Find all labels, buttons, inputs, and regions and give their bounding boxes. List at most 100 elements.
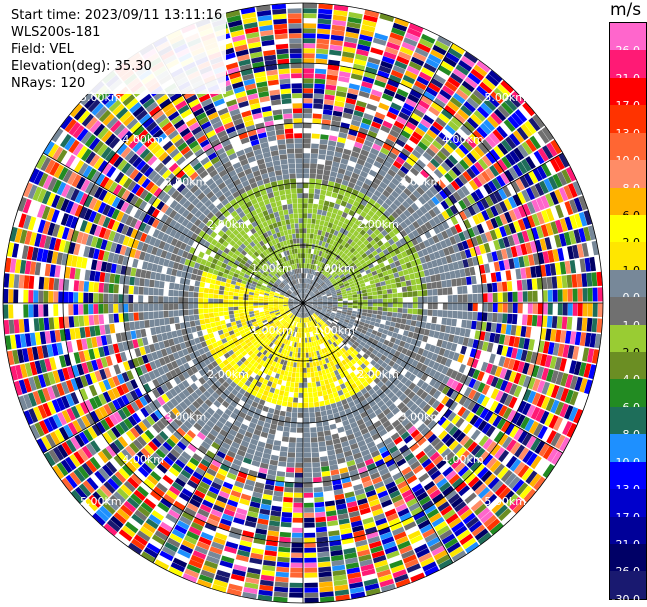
velocity-gate: [250, 552, 264, 560]
velocity-gate: [415, 397, 424, 406]
velocity-gate: [228, 531, 241, 540]
velocity-gate: [279, 308, 284, 311]
velocity-gate: [160, 417, 170, 427]
velocity-gate: [263, 303, 268, 306]
velocity-gate: [392, 298, 398, 303]
velocity-gate: [294, 311, 298, 316]
velocity-gate: [288, 366, 293, 372]
velocity-gate: [274, 485, 284, 492]
velocity-gate: [429, 410, 439, 420]
velocity-gate: [304, 532, 316, 538]
velocity-gate: [525, 350, 533, 363]
velocity-gate: [91, 336, 98, 348]
velocity-gate: [341, 347, 347, 354]
velocity-gate: [51, 399, 61, 413]
velocity-gate: [248, 325, 254, 331]
velocity-gate: [453, 132, 465, 144]
velocity-gate: [112, 399, 122, 411]
velocity-gate: [494, 504, 508, 518]
velocity-gate: [424, 462, 435, 472]
velocity-gate: [492, 292, 498, 302]
velocity-gate: [42, 402, 52, 417]
velocity-gate: [386, 41, 401, 51]
velocity-gate: [218, 384, 226, 392]
velocity-gate: [417, 334, 424, 341]
velocity-gate: [432, 362, 440, 371]
velocity-gate: [240, 493, 252, 501]
velocity-gate: [206, 328, 213, 334]
velocity-gate: [422, 403, 431, 413]
velocity-gate: [353, 530, 366, 538]
velocity-gate: [432, 455, 444, 466]
velocity-gate: [515, 414, 526, 427]
velocity-gate: [278, 546, 291, 553]
velocity-gate: [349, 515, 362, 523]
velocity-gate: [330, 171, 338, 178]
velocity-gate: [388, 445, 399, 454]
velocity-gate: [480, 470, 493, 483]
velocity-gate: [483, 242, 491, 253]
velocity-gate: [411, 131, 423, 141]
velocity-gate: [432, 225, 441, 235]
velocity-gate: [555, 219, 564, 234]
velocity-gate: [127, 415, 138, 427]
velocity-gate: [245, 577, 260, 585]
velocity-gate: [304, 552, 317, 558]
velocity-gate: [582, 347, 590, 362]
velocity-gate: [329, 325, 334, 330]
velocity-gate: [416, 217, 424, 227]
velocity-gate: [263, 422, 271, 429]
velocity-gate: [357, 498, 368, 506]
velocity-gate: [263, 448, 272, 455]
velocity-gate: [433, 266, 440, 275]
velocity-gate: [125, 521, 139, 534]
velocity-gate: [244, 431, 253, 439]
velocity-gate: [458, 210, 468, 221]
velocity-gate: [228, 303, 234, 307]
velocity-gate: [307, 218, 312, 224]
velocity-gate: [359, 85, 372, 94]
velocity-gate: [366, 313, 372, 318]
velocity-gate: [189, 320, 196, 327]
velocity-gate: [281, 400, 288, 407]
velocity-gate: [259, 353, 265, 360]
velocity-gate: [334, 100, 345, 108]
velocity-gate: [404, 421, 414, 431]
velocity-gate: [288, 303, 294, 305]
velocity-gate: [321, 119, 331, 126]
velocity-gate: [457, 286, 463, 295]
velocity-gate: [349, 371, 356, 378]
velocity-gate: [497, 313, 503, 323]
velocity-gate: [70, 405, 81, 419]
velocity-gate: [520, 416, 530, 430]
velocity-gate: [546, 383, 555, 397]
velocity-gate: [51, 343, 59, 356]
velocity-gate: [382, 142, 393, 151]
velocity-gate: [483, 98, 497, 112]
velocity-gate: [565, 374, 574, 389]
velocity-gate: [346, 92, 358, 100]
velocity-gate: [370, 373, 378, 381]
velocity-gate: [293, 303, 299, 305]
velocity-gate: [362, 326, 369, 331]
velocity-gate: [472, 256, 479, 266]
velocity-gate: [394, 186, 403, 195]
velocity-gate: [444, 105, 456, 116]
velocity-gate: [517, 303, 523, 314]
velocity-gate: [482, 312, 488, 322]
velocity-gate: [467, 367, 476, 378]
velocity-gate: [129, 427, 140, 439]
velocity-gate: [303, 293, 305, 299]
velocity-gate: [303, 108, 313, 114]
velocity-gate: [129, 321, 136, 331]
velocity-gate: [347, 355, 353, 361]
velocity-gate: [217, 468, 228, 477]
velocity-gate: [338, 361, 344, 368]
velocity-gate: [368, 324, 375, 330]
velocity-gate: [173, 376, 182, 385]
velocity-gate: [103, 367, 112, 379]
velocity-gate: [468, 378, 477, 389]
velocity-gate: [202, 564, 217, 574]
velocity-gate: [529, 135, 541, 150]
velocity-gate: [262, 329, 268, 335]
